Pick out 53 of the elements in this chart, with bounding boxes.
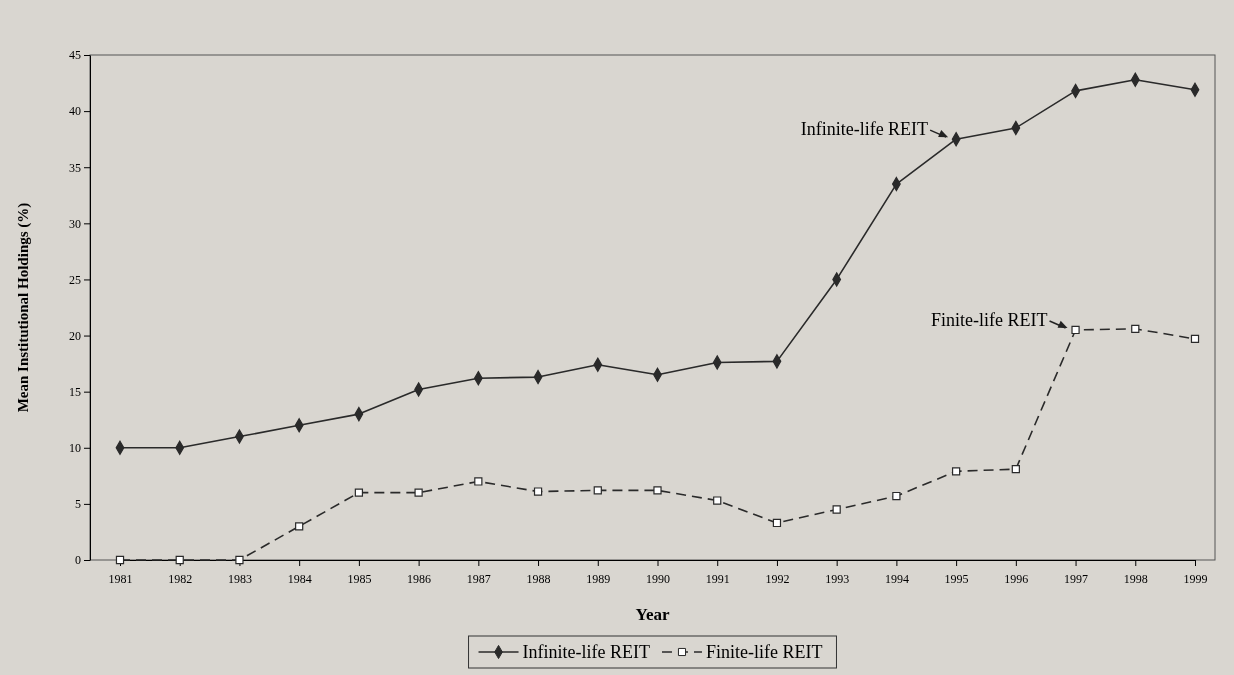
x-tick-label: 1987 — [466, 572, 491, 587]
x-tick-label: 1986 — [407, 572, 432, 587]
y-tick-label: 20 — [69, 328, 81, 343]
point — [892, 491, 901, 501]
point — [533, 487, 543, 496]
point — [713, 496, 722, 505]
y-tick-label: 5 — [75, 497, 81, 512]
annotation: Infinite-life REIT — [800, 119, 929, 140]
y-tick-label: 0 — [75, 553, 81, 568]
point — [593, 486, 602, 495]
y-tick-label: 10 — [69, 441, 81, 456]
y-tick-label: 30 — [69, 216, 81, 231]
x-tick-label: 1989 — [586, 572, 611, 587]
y-tick-label: 35 — [69, 160, 81, 175]
x-tick-label: 1982 — [168, 572, 193, 587]
x-tick-label: 1994 — [884, 572, 909, 587]
x-tick-label: 1985 — [347, 572, 372, 587]
x-tick-label: 1998 — [1123, 572, 1148, 587]
x-tick-label: 1991 — [705, 572, 730, 587]
point — [653, 486, 662, 495]
x-tick-label: 1981 — [108, 572, 133, 587]
point — [832, 505, 841, 514]
x-tick-label: 1983 — [227, 572, 252, 587]
legend-label: Finite-life REIT — [705, 642, 823, 662]
y-tick-label: 45 — [69, 48, 81, 63]
point — [1190, 334, 1200, 344]
x-tick-label: 1999 — [1183, 572, 1208, 587]
point — [235, 555, 244, 565]
point — [295, 522, 304, 531]
x-axis-title: Year — [635, 605, 670, 624]
y-tick-label: 40 — [69, 104, 81, 119]
annotation: Finite-life REIT — [931, 309, 1048, 330]
y-axis-title: Mean Institutional Holdings (%) — [15, 202, 32, 413]
x-tick-label: 1996 — [1004, 572, 1029, 587]
point — [1011, 464, 1020, 474]
y-tick-label: 15 — [69, 385, 81, 400]
point — [175, 555, 184, 565]
point — [1131, 324, 1140, 333]
point — [1071, 325, 1080, 335]
point — [951, 467, 961, 476]
x-tick-label: 1990 — [646, 572, 670, 587]
x-tick-label: 1984 — [287, 572, 312, 587]
point — [474, 477, 483, 486]
point — [354, 488, 364, 497]
x-tick-label: 1992 — [765, 572, 790, 587]
x-tick-label: 1988 — [526, 572, 551, 587]
y-tick-label: 25 — [69, 272, 81, 287]
point — [772, 518, 782, 528]
point — [414, 488, 423, 497]
x-tick-label: 1997 — [1064, 572, 1089, 587]
x-tick-label: 1995 — [944, 572, 969, 587]
legend-label: Infinite-life REIT — [522, 642, 650, 662]
x-tick-label: 1993 — [825, 572, 850, 587]
